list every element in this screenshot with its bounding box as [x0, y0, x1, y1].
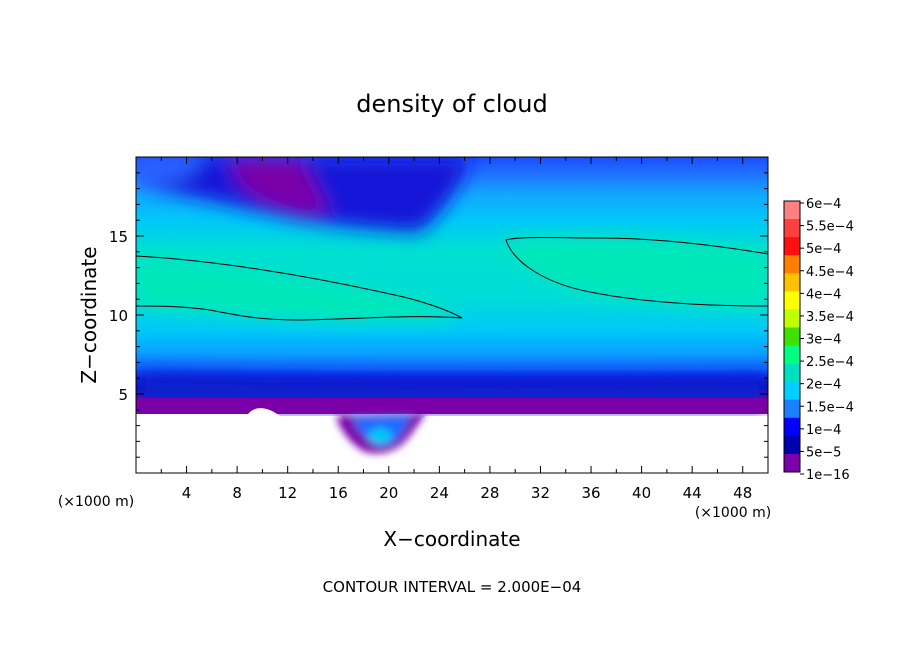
lower-purple-strip: [136, 398, 768, 414]
x-tick-label: 16: [329, 484, 348, 502]
x-unit-right: (×1000 m): [695, 505, 771, 521]
empty-region: [136, 408, 768, 473]
x-tick-label: 36: [581, 484, 600, 502]
colorbar-swatch: [784, 309, 800, 328]
x-tick-label: 44: [683, 484, 702, 502]
x-tick-label: 12: [278, 484, 297, 502]
colorbar-label: 2.5e−4: [806, 355, 854, 370]
colorbar-swatch: [784, 345, 800, 365]
right-green-band: [505, 238, 768, 308]
colorbar-swatch: [784, 237, 800, 256]
colorbar-swatch: [784, 453, 800, 473]
colorbar-swatch: [784, 327, 800, 347]
y-axis-label: Z−coordinate: [77, 246, 101, 383]
colorbar-swatch: [784, 255, 800, 274]
x-tick-label: 24: [430, 484, 449, 502]
colorbar-label: 4.5e−4: [806, 265, 854, 280]
colorbar-swatch: [784, 291, 800, 310]
colorbar-label: 3.5e−4: [806, 310, 854, 325]
y-tick-label: 5: [118, 386, 128, 404]
colorbar-swatch: [784, 417, 800, 437]
x-axis-ticks: 4 8 12 16 20 24 28 32 36 40 44 48: [160, 157, 752, 502]
colorbar-label: 3e−4: [806, 333, 841, 348]
colorbar-label: 1e−16: [806, 468, 850, 483]
upper-blue-shoulder: [136, 157, 200, 186]
colorbar-label: 6e−4: [806, 197, 841, 212]
colorbar-frame: [783, 200, 801, 473]
x-unit-left: (×1000 m): [58, 494, 134, 510]
contour-left-upper: [136, 255, 463, 319]
colorbar-label: 5e−5: [806, 445, 841, 460]
left-green-band: [136, 258, 462, 321]
colorbar-label: 5.5e−4: [806, 220, 854, 235]
colorbar-label: 1e−4: [806, 423, 841, 438]
x-tick-label: 4: [182, 484, 192, 502]
chart-title: density of cloud: [356, 90, 547, 118]
y-tick-label: 15: [109, 228, 128, 246]
y-axis-ticks: 5 10 15: [109, 172, 768, 458]
x-axis-label: X−coordinate: [383, 527, 520, 551]
colorbar-label: 5e−4: [806, 242, 841, 257]
contour-interval-note: CONTOUR INTERVAL = 2.000E−04: [323, 578, 582, 596]
colorbar-swatch: [784, 363, 800, 383]
x-tick-label: 40: [632, 484, 651, 502]
contour-right: [505, 237, 768, 307]
contour-lines: [136, 237, 768, 321]
y-tick-label: 10: [109, 307, 128, 325]
x-tick-label: 48: [733, 484, 752, 502]
x-tick-label: 32: [531, 484, 550, 502]
colorbar-swatch: [784, 381, 800, 401]
plume-core: [368, 428, 392, 444]
colorbar: 6e−4 5.5e−4 5e−4 4.5e−4 4e−4 3.5e−4 3e−4 2.5e−4…: [783, 197, 854, 483]
colorbar-label: 2e−4: [806, 378, 841, 393]
colorbar-swatch: [784, 435, 800, 455]
upper-purple-core: [230, 157, 330, 215]
density-field: [136, 157, 768, 473]
x-tick-label: 8: [232, 484, 242, 502]
colorbar-swatch: [784, 219, 800, 238]
colorbar-swatch: [784, 201, 800, 220]
colorbar-label: 4e−4: [806, 287, 841, 302]
x-tick-label: 28: [480, 484, 499, 502]
colorbar-swatch: [784, 399, 800, 419]
colorbar-label: 1.5e−4: [806, 400, 854, 415]
contour-left-lower: [136, 305, 463, 321]
colorbar-swatch: [784, 273, 800, 292]
x-tick-label: 20: [379, 484, 398, 502]
